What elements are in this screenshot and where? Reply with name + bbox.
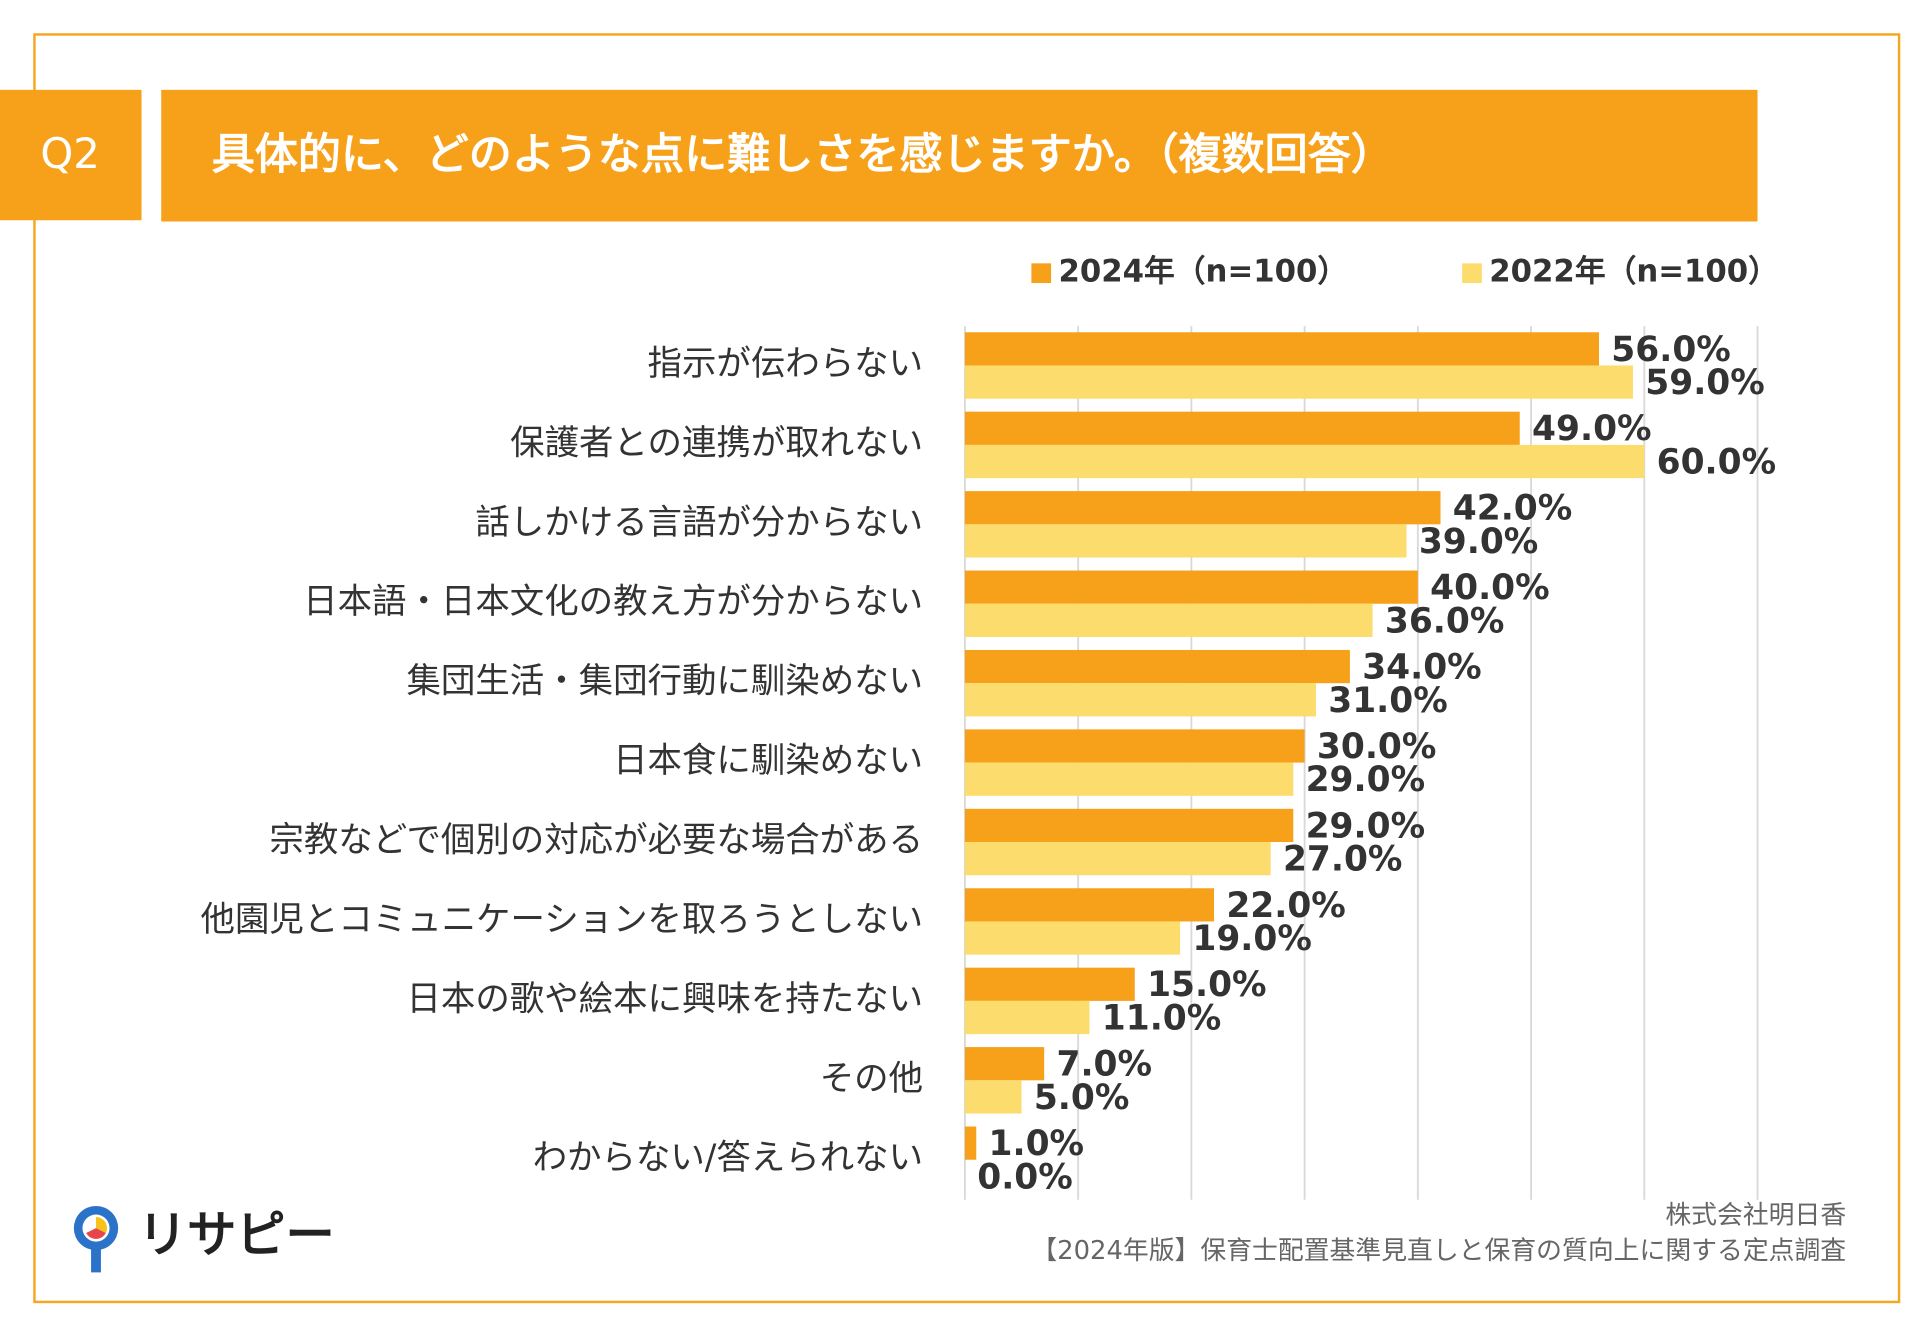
bar: [964, 411, 1520, 445]
legend-swatch: [1031, 263, 1052, 284]
logo-pin-stem: [91, 1242, 101, 1273]
value-label: 60.0%: [1657, 442, 1776, 482]
category-label: その他: [820, 1059, 923, 1099]
value-label: 31.0%: [1328, 681, 1447, 721]
category-label: 集団生活・集団行動に馴染めない: [406, 662, 923, 702]
legend-swatch: [1462, 263, 1482, 284]
category-label: わからない/答えられない: [533, 1138, 923, 1178]
value-label: 15.0%: [1147, 965, 1266, 1005]
bar: [964, 967, 1135, 1001]
value-label: 42.0%: [1453, 489, 1572, 529]
bar: [964, 491, 1441, 525]
value-label: 7.0%: [1056, 1045, 1152, 1085]
category-label: 他園児とコミュニケーションを取ろうとしない: [201, 900, 924, 940]
bar: [964, 1047, 1045, 1081]
value-label: 29.0%: [1306, 806, 1425, 846]
value-label: 0.0%: [977, 1157, 1073, 1197]
question-box: [0, 89, 142, 221]
source: 【2024年版】保育士配置基準見直しと保育の質向上に関する定点調査: [1031, 1236, 1846, 1266]
bar: [964, 332, 1600, 366]
company: 株式会社明日香: [1665, 1200, 1846, 1230]
bar: [964, 808, 1294, 843]
category-label: 宗教などで個別の対応が必要な場合がある: [269, 821, 923, 861]
category-label: 日本語・日本文化の教え方が分からない: [303, 582, 923, 622]
bar: [964, 649, 1350, 684]
bar: [964, 888, 1215, 922]
bar: [964, 921, 1181, 955]
value-label: 1.0%: [989, 1124, 1085, 1164]
value-label: 30.0%: [1317, 727, 1436, 767]
category-label: 保護者との連携が取れない: [510, 423, 923, 463]
bar: [964, 570, 1418, 604]
logo-text: リサピー: [138, 1205, 335, 1263]
legend-label: 2022年（n=100）: [1489, 254, 1779, 290]
value-label: 19.0%: [1192, 919, 1311, 959]
category-label: 指示が伝わらない: [648, 344, 924, 384]
bar: [964, 365, 1633, 399]
category-label: 日本の歌や絵本に興味を持たない: [406, 979, 923, 1019]
value-label: 59.0%: [1645, 363, 1764, 403]
bar: [964, 603, 1373, 637]
bar: [964, 1126, 977, 1160]
value-label: 11.0%: [1102, 998, 1221, 1038]
category-label: 日本食に馴染めない: [613, 741, 923, 781]
bar: [964, 729, 1305, 763]
title-bar: [161, 89, 1758, 222]
logo-pie: [86, 1228, 106, 1240]
value-label: 5.0%: [1034, 1078, 1130, 1118]
value-label: 34.0%: [1362, 648, 1481, 688]
chart-title: 具体的に、どのような点に難しさを感じますか。（複数回答）: [212, 130, 1394, 180]
bar: [964, 842, 1271, 876]
value-label: 22.0%: [1226, 886, 1345, 926]
question-label: Q2: [40, 129, 100, 178]
value-label: 56.0%: [1611, 330, 1730, 370]
frame: [33, 33, 1901, 1304]
value-label: 27.0%: [1283, 840, 1402, 880]
bar: [964, 762, 1294, 796]
bar: [964, 683, 1316, 717]
logo-pie: [96, 1217, 108, 1234]
bar: [964, 444, 1645, 479]
bar: [964, 1000, 1090, 1035]
legend-label: 2024年（n=100）: [1058, 254, 1348, 290]
value-label: 36.0%: [1385, 601, 1504, 641]
value-label: 39.0%: [1419, 522, 1538, 562]
value-label: 29.0%: [1306, 760, 1425, 800]
bar: [964, 1080, 1022, 1114]
value-label: 40.0%: [1430, 568, 1549, 608]
value-label: 49.0%: [1532, 409, 1651, 449]
logo: リサピー: [73, 1205, 335, 1273]
category-label: 話しかける言語が分からない: [475, 503, 923, 543]
bar: [964, 524, 1407, 558]
